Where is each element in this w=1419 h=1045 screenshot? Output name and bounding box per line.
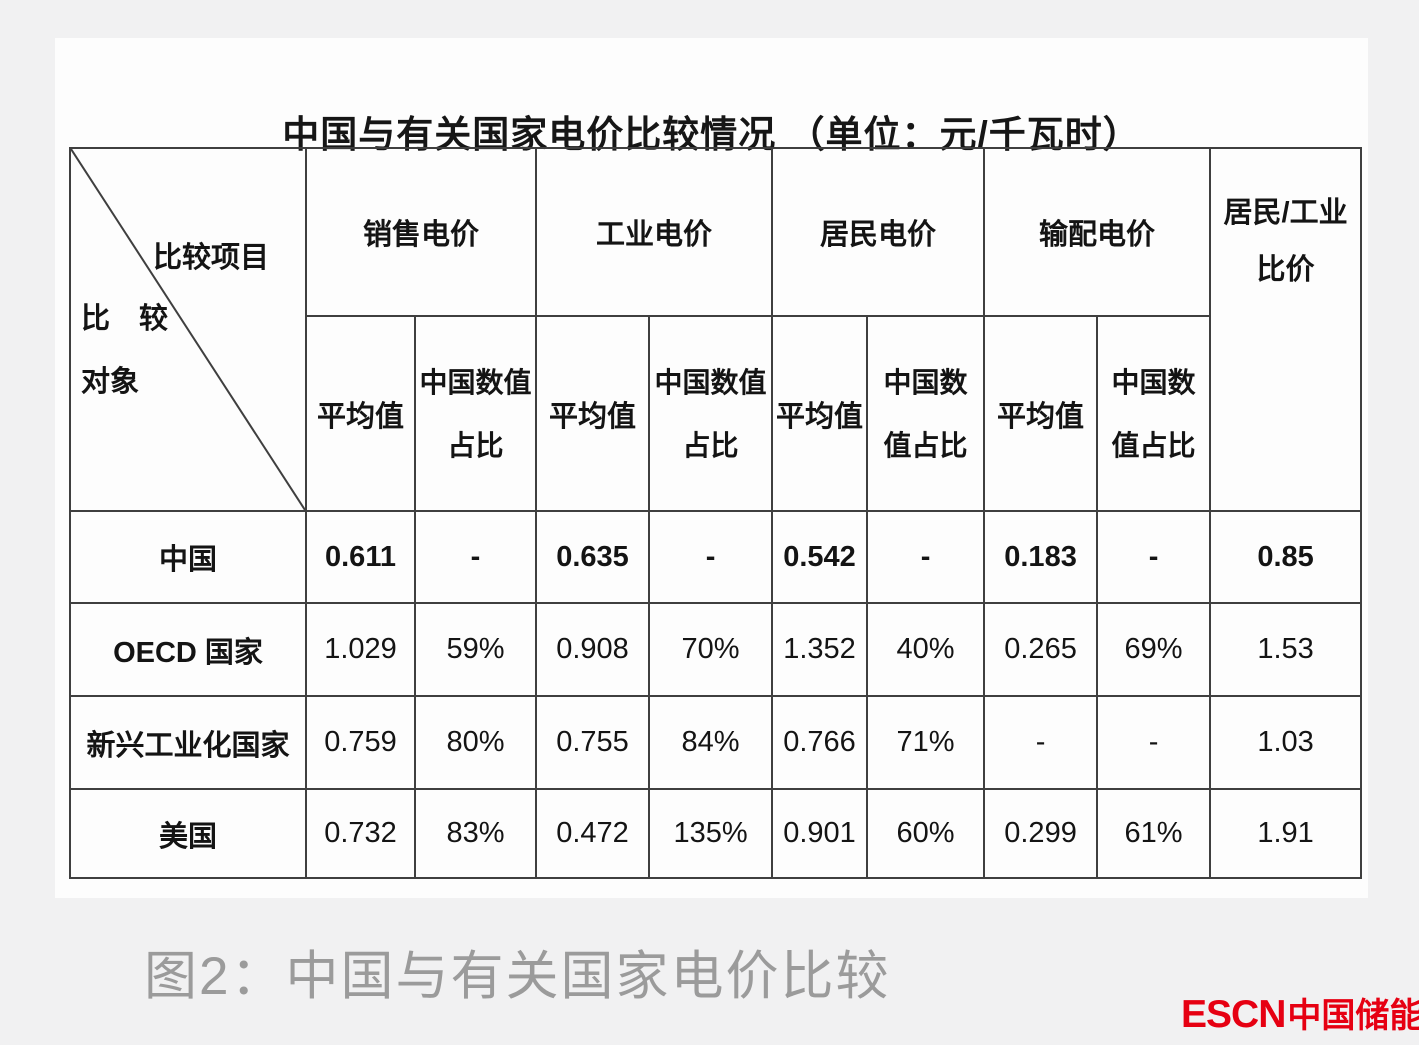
subheader-share-line1: 中国数 (883, 366, 968, 398)
value-cell: - (648, 510, 774, 604)
value-cell: 0.732 (305, 788, 416, 879)
value-cell: 0.542 (771, 510, 869, 604)
group-header-row: 比较项目 比 较 对象 销售电价 工业电价 居民电价 输配电价 居民/工业 比价 (69, 147, 1363, 512)
corner-cell: 比较项目 比 较 对象 (69, 147, 307, 512)
escn-logo-text: ESCN (1181, 993, 1286, 1036)
value-cell: 69% (1096, 602, 1212, 697)
group-header-residential: 居民电价 (771, 147, 986, 317)
value-cell: 80% (413, 695, 538, 790)
table-row-newly-industrialized: 新兴工业化国家 0.759 80% 0.755 84% 0.766 71% - … (69, 695, 1363, 790)
corner-label-object-line2: 对象 (81, 366, 140, 398)
subheader-share-line2: 值占比 (883, 429, 968, 461)
table-row-oecd: OECD 国家 1.029 59% 0.908 70% 1.352 40% 0.… (69, 602, 1363, 697)
subheader-sales-avg: 平均值 (305, 315, 416, 512)
value-cell: 40% (866, 602, 986, 697)
price-comparison-table: 比较项目 比 较 对象 销售电价 工业电价 居民电价 输配电价 居民/工业 比价… (69, 147, 1363, 879)
subheader-share-line2: 占比 (447, 429, 504, 461)
value-cell: - (1096, 695, 1212, 790)
value-cell: 0.755 (535, 695, 651, 790)
ratio-header-line1: 居民/工业 (1223, 197, 1348, 229)
value-cell: 1.352 (771, 602, 869, 697)
escn-logo: ESCN 中国储能网 (1181, 988, 1419, 1037)
value-cell: - (983, 695, 1099, 790)
table-row-usa: 美国 0.732 83% 0.472 135% 0.901 60% 0.299 … (69, 788, 1363, 879)
value-cell: 59% (413, 602, 538, 697)
value-cell: 0.183 (983, 510, 1099, 604)
value-cell: - (1096, 510, 1212, 604)
row-label: 新兴工业化国家 (69, 695, 307, 790)
corner-label-project: 比较项目 (153, 242, 270, 274)
subheader-share-line1: 中国数 (1111, 366, 1196, 398)
subheader-sales-share: 中国数值 占比 (413, 315, 538, 512)
value-cell: - (413, 510, 538, 604)
value-cell: 83% (413, 788, 538, 879)
value-cell: 1.53 (1209, 602, 1363, 697)
value-cell: 0.759 (305, 695, 416, 790)
value-cell: 71% (866, 695, 986, 790)
ratio-header-line2: 比价 (1256, 254, 1315, 286)
subheader-share-line1: 中国数值 (419, 366, 532, 398)
value-cell: 0.908 (535, 602, 651, 697)
value-cell: 1.03 (1209, 695, 1363, 790)
value-cell: 1.029 (305, 602, 416, 697)
row-label: 美国 (69, 788, 307, 879)
value-cell: 1.91 (1209, 788, 1363, 879)
group-header-industrial: 工业电价 (535, 147, 774, 317)
group-header-transmission: 输配电价 (983, 147, 1212, 317)
value-cell: 70% (648, 602, 774, 697)
value-cell: 0.901 (771, 788, 869, 879)
diagonal-line (71, 149, 305, 510)
subheader-residential-avg: 平均值 (771, 315, 869, 512)
subheader-residential-share: 中国数 值占比 (866, 315, 986, 512)
value-cell: - (866, 510, 986, 604)
table-row-china: 中国 0.611 - 0.635 - 0.542 - 0.183 - 0.85 (69, 510, 1363, 604)
group-header-sales: 销售电价 (304, 147, 538, 317)
subheader-transmission-share: 中国数 值占比 (1096, 315, 1212, 512)
row-label: 中国 (69, 510, 307, 604)
figure-card: 中国与有关国家电价比较情况 （单位：元/千瓦时） 比较项目 比 较 对象 销售电… (55, 38, 1368, 898)
group-header-ratio: 居民/工业 比价 (1209, 147, 1363, 512)
subheader-share-line1: 中国数值 (654, 366, 767, 398)
subheader-share-line2: 占比 (682, 429, 739, 461)
value-cell: 60% (866, 788, 986, 879)
subheader-industrial-share: 中国数值 占比 (648, 315, 774, 512)
sub-header-row: 平均值 中国数值 占比 平均值 中国数值 占比 平均值 中国数 值占比 平均值 … (70, 315, 1361, 512)
corner-label-object-line1: 比 较 (81, 303, 169, 335)
escn-logo-site-name: 中国储能网 (1287, 997, 1419, 1035)
value-cell: 0.299 (983, 788, 1099, 879)
value-cell: 0.265 (983, 602, 1099, 697)
value-cell: 0.766 (771, 695, 869, 790)
value-cell: 0.472 (535, 788, 651, 879)
figure-caption: 图2：中国与有关国家电价比较 (144, 947, 891, 1006)
value-cell: 0.635 (535, 510, 651, 604)
value-cell: 135% (648, 788, 774, 879)
value-cell: 0.85 (1209, 510, 1363, 604)
row-label: OECD 国家 (69, 602, 307, 697)
subheader-transmission-avg: 平均值 (983, 315, 1099, 512)
value-cell: 61% (1096, 788, 1212, 879)
value-cell: 84% (648, 695, 774, 790)
subheader-share-line2: 值占比 (1111, 429, 1196, 461)
subheader-industrial-avg: 平均值 (535, 315, 651, 512)
value-cell: 0.611 (305, 510, 416, 604)
